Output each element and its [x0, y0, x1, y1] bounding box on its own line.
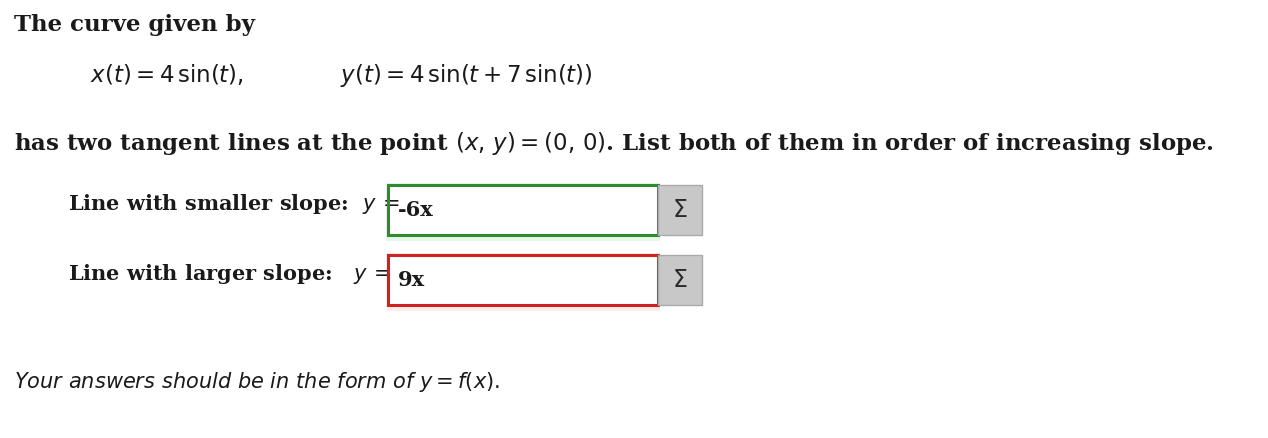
FancyBboxPatch shape [385, 253, 661, 311]
Text: -6x: -6x [398, 200, 434, 220]
FancyBboxPatch shape [385, 183, 661, 241]
Text: $\Sigma$: $\Sigma$ [672, 198, 687, 222]
Text: 9x: 9x [398, 270, 425, 290]
Text: Line with larger slope:   $y\,=$: Line with larger slope: $y\,=$ [68, 262, 391, 286]
Text: has two tangent lines at the point $(x,\,y) = (0,\,0)$. List both of them in ord: has two tangent lines at the point $(x,\… [14, 130, 1213, 157]
Text: $\Sigma$: $\Sigma$ [672, 268, 687, 292]
FancyBboxPatch shape [388, 185, 658, 235]
FancyBboxPatch shape [658, 255, 702, 305]
Text: $x(t) = 4\,\mathrm{sin}(t),$: $x(t) = 4\,\mathrm{sin}(t),$ [90, 62, 243, 87]
Text: $y(t) = 4\,\mathrm{sin}(t + 7\,\mathrm{sin}(t))$: $y(t) = 4\,\mathrm{sin}(t + 7\,\mathrm{s… [340, 62, 593, 89]
Text: $\mathit{Your\ answers\ should\ be\ in\ the\ form\ of}\ y = f(x).$: $\mathit{Your\ answers\ should\ be\ in\ … [14, 370, 500, 394]
Text: Line with smaller slope:  $y\,=$: Line with smaller slope: $y\,=$ [68, 192, 399, 216]
FancyBboxPatch shape [388, 255, 658, 305]
FancyBboxPatch shape [658, 185, 702, 235]
Text: The curve given by: The curve given by [14, 14, 255, 36]
